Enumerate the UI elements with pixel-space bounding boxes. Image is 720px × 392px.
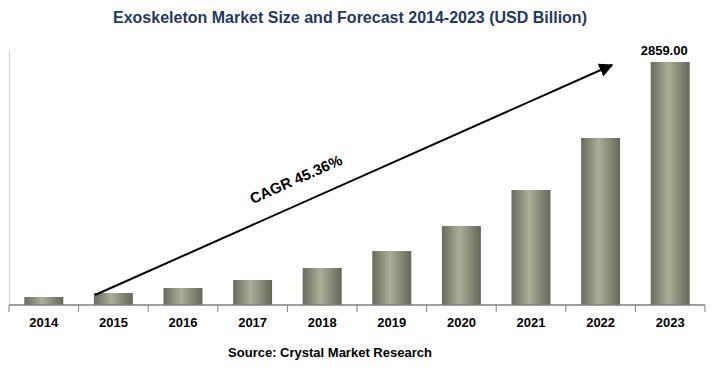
bar [233,280,272,305]
data-labels: 2859.00 [641,43,688,58]
x-tick: 2014 [29,305,59,330]
x-tick: 2020 [447,305,476,330]
category-separator [78,305,79,312]
chart: Exoskeleton Market Size and Forecast 201… [0,0,720,392]
bar [24,297,63,305]
x-tick: 2017 [238,305,267,330]
x-axis: 2014 2015 2016 2017 2018 2019 2020 2021 2022 2023 [9,305,705,330]
bar [164,288,203,305]
x-tick: 2015 [99,305,128,330]
x-tick-label: 2018 [308,315,337,330]
y-axis [9,51,10,306]
separators [9,305,705,312]
bar [651,62,690,305]
category-separator [217,305,218,312]
bar [303,268,342,305]
x-tick: 2023 [656,305,685,330]
x-tick-label: 2021 [517,315,546,330]
annotation: CAGR 45.36% [247,151,345,207]
bar [581,138,620,305]
bar [512,190,551,305]
data-label: 2859.00 [641,43,688,58]
category-separator [705,305,706,312]
x-tick-label: 2020 [447,315,476,330]
bar [94,293,133,305]
x-tick-label: 2023 [656,315,685,330]
bar [372,251,411,305]
x-tick: 2019 [377,305,406,330]
x-tick-label: 2015 [99,315,128,330]
category-separator [635,305,636,312]
category-separator [357,305,358,312]
bars [24,62,689,305]
bar [442,226,481,305]
category-separator [426,305,427,312]
x-tick-label: 2014 [29,315,59,330]
x-tick: 2022 [586,305,615,330]
x-tick: 2021 [517,305,546,330]
x-tick-label: 2022 [586,315,615,330]
category-separator [287,305,288,312]
category-separator [565,305,566,312]
title: Exoskeleton Market Size and Forecast 201… [113,9,587,26]
cagr-arrow [95,65,612,295]
category-separator [148,305,149,312]
source: Source: Crystal Market Research [228,345,432,360]
x-tick: 2018 [308,305,337,330]
x-tick: 2016 [169,305,198,330]
x-tick-label: 2016 [169,315,198,330]
category-separator [9,305,10,312]
x-tick-label: 2017 [238,315,267,330]
y-axis-line [9,51,10,306]
category-separator [496,305,497,312]
x-tick-label: 2019 [377,315,406,330]
